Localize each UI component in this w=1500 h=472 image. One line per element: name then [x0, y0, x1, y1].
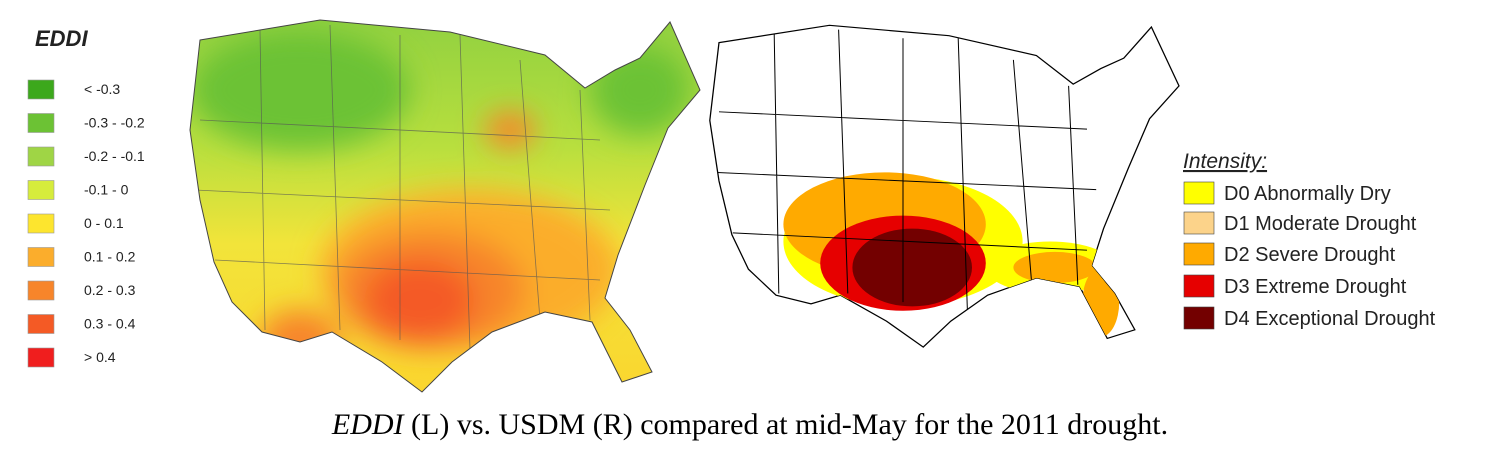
legend-swatch: [27, 247, 55, 267]
map-region: [852, 228, 972, 307]
legend-swatch: [27, 314, 55, 334]
legend-swatch: [27, 113, 55, 133]
legend-title: EDDI: [35, 26, 88, 51]
map-region: [260, 310, 340, 370]
legend-swatch: [27, 347, 55, 368]
legend-swatch: [27, 180, 55, 200]
map-region: [365, 260, 475, 340]
legend-swatch: [1183, 181, 1215, 205]
caption: EDDI (L) vs. USDM (R) compared at mid-Ma…: [0, 408, 1500, 442]
legend-label: D2 Severe Drought: [1224, 244, 1396, 266]
legend-label: -0.3 - -0.2: [84, 115, 145, 131]
figure: EDDI Intensity: < -0.3 -0.3 - -0.2 -0.2 - …: [27, 19, 1436, 393]
legend-label: -0.2 - -0.1: [84, 148, 145, 164]
legend-swatch: [27, 213, 55, 234]
map-region: [190, 30, 410, 150]
state-lines: [714, 29, 1097, 311]
legend-swatch: [27, 280, 55, 301]
usdm-map: [709, 24, 1180, 348]
map-region: [1082, 267, 1120, 337]
legend-label: 0.1 - 0.2: [84, 249, 136, 265]
caption-text: (L) vs. USDM (R) compared at mid-May for…: [403, 408, 1169, 441]
legend-label: -0.1 - 0: [84, 182, 129, 198]
legend-swatch: [1183, 211, 1215, 235]
legend-label: < -0.3: [84, 81, 120, 97]
eddi-map: [189, 19, 701, 393]
legend-label: D4 Exceptional Drought: [1224, 308, 1436, 330]
legend-swatch: [1183, 306, 1215, 330]
legend-label: 0.3 - 0.4: [84, 316, 136, 332]
legend-label: D1 Moderate Drought: [1224, 213, 1417, 235]
map-region: [485, 112, 535, 148]
legend-label: 0.2 - 0.3: [84, 282, 136, 298]
legend-swatch: [27, 146, 55, 167]
legend-swatch: [27, 79, 55, 100]
state-lines: [194, 24, 611, 351]
legend-title: Intensity:: [1183, 150, 1267, 173]
legend-label: > 0.4: [84, 349, 116, 365]
legend-label: D3 Extreme Drought: [1224, 276, 1407, 298]
legend-swatch: [1183, 274, 1215, 298]
legend-label: 0 - 0.1: [84, 215, 124, 231]
legend-swatch: [1183, 242, 1215, 266]
legend-label: D0 Abnormally Dry: [1224, 183, 1391, 205]
map-region: [1013, 251, 1097, 284]
caption-emphasis: EDDI: [331, 408, 404, 441]
